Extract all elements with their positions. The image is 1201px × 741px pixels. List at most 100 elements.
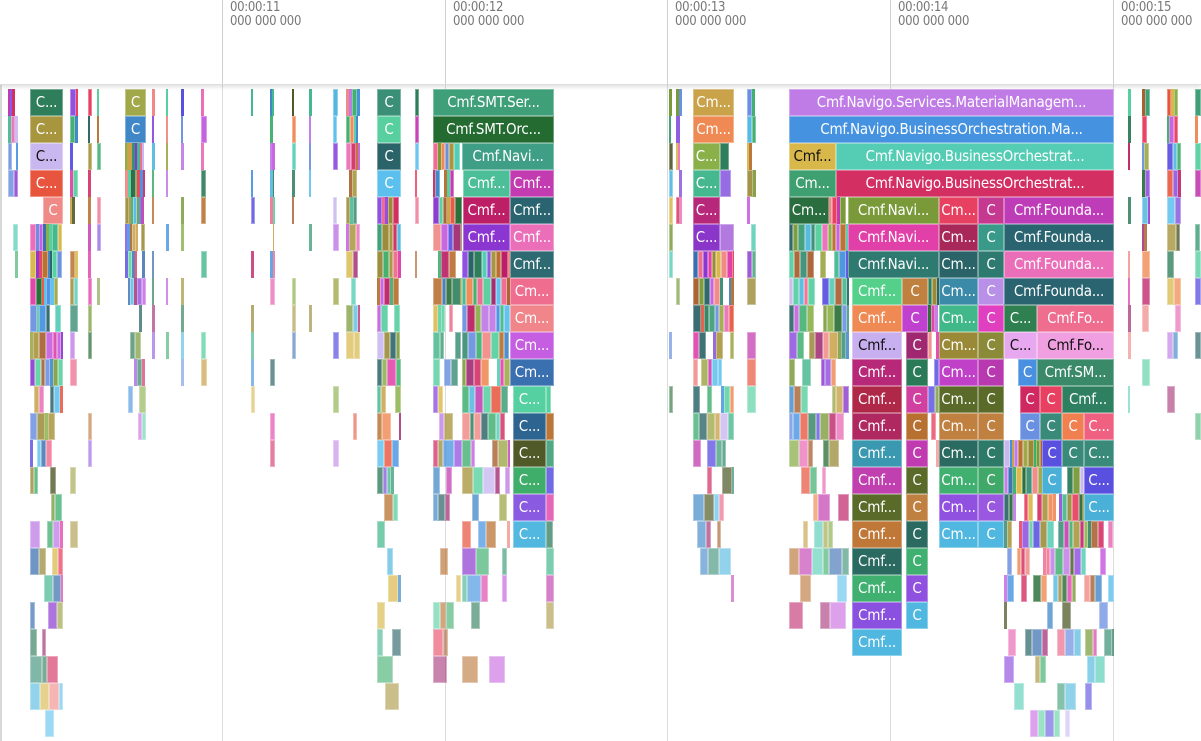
call-frame[interactable]: C [1040,386,1062,413]
call-frame[interactable] [44,575,53,602]
call-frame[interactable] [834,305,842,332]
call-frame[interactable] [57,332,61,359]
call-frame[interactable] [1095,575,1102,602]
call-frame[interactable] [40,683,49,710]
call-frame[interactable] [797,332,804,359]
call-frame[interactable] [88,251,91,278]
call-frame[interactable] [468,251,474,278]
call-frame[interactable] [132,251,135,278]
call-frame[interactable] [377,305,381,332]
call-frame[interactable] [807,305,814,332]
call-frame[interactable] [789,332,797,359]
call-frame[interactable] [70,359,77,386]
call-frame[interactable] [131,170,133,197]
call-frame[interactable] [70,305,78,332]
call-frame[interactable] [1174,116,1178,143]
call-frame[interactable] [135,170,137,197]
call-frame[interactable] [97,197,101,224]
call-frame[interactable] [333,440,339,467]
call-frame[interactable] [836,386,843,413]
call-frame[interactable] [70,332,75,359]
call-frame[interactable] [59,683,63,710]
call-frame[interactable] [356,116,358,143]
call-frame[interactable]: Cmf.SMT.Ser... [433,89,554,116]
call-frame[interactable]: C... [513,386,546,413]
call-frame[interactable] [669,197,673,224]
call-frame[interactable] [546,413,554,440]
call-frame[interactable]: Cmf.Navigo.BusinessOrchestrat... [836,143,1114,170]
call-frame[interactable] [712,251,716,278]
call-frame[interactable] [794,305,799,332]
call-frame[interactable] [713,332,716,359]
call-frame[interactable] [733,251,734,278]
call-frame[interactable]: C [902,278,928,305]
call-frame[interactable] [445,143,449,170]
call-frame[interactable]: C [1020,386,1040,413]
call-frame[interactable] [1142,197,1148,224]
call-frame[interactable]: Cmf.SMT.Orc... [433,116,554,143]
call-frame[interactable] [125,170,128,197]
call-frame[interactable] [693,494,704,521]
call-frame[interactable] [443,440,454,467]
call-frame[interactable] [747,89,752,116]
call-frame[interactable]: C [43,197,63,224]
call-frame[interactable] [842,305,847,332]
call-frame[interactable] [351,143,356,170]
call-frame[interactable] [731,575,734,602]
call-frame[interactable] [1195,413,1201,440]
call-frame[interactable] [433,602,440,629]
call-frame[interactable] [1025,629,1032,656]
call-frame[interactable] [1030,710,1038,737]
call-frame[interactable] [1013,467,1016,494]
call-frame[interactable]: Cmf... [852,440,902,467]
call-frame[interactable]: Cm... [939,305,978,332]
call-frame[interactable] [270,116,273,143]
call-frame[interactable] [699,332,706,359]
call-frame[interactable] [928,305,931,332]
call-frame[interactable] [931,305,935,332]
call-frame[interactable] [805,224,811,251]
call-frame[interactable] [708,359,712,386]
call-frame[interactable] [823,332,829,359]
call-frame[interactable] [251,359,254,386]
call-frame[interactable] [836,413,844,440]
call-frame[interactable] [88,332,92,359]
call-frame[interactable] [292,89,294,116]
call-frame[interactable] [1019,521,1022,548]
call-frame[interactable] [829,548,842,575]
call-frame[interactable]: Cmf... [463,224,510,251]
call-frame[interactable] [676,278,680,305]
call-frame[interactable] [97,89,99,116]
call-frame[interactable] [841,332,846,359]
call-frame[interactable] [251,251,254,278]
call-frame[interactable] [292,278,296,305]
call-frame[interactable] [462,467,473,494]
call-frame[interactable] [1041,575,1047,602]
call-frame[interactable] [501,251,508,278]
call-frame[interactable]: C [1020,413,1040,440]
call-frame[interactable] [1128,278,1130,305]
call-frame[interactable] [37,305,39,332]
call-frame[interactable] [8,170,14,197]
call-frame[interactable] [810,467,817,494]
call-frame[interactable] [500,413,505,440]
call-frame[interactable] [838,494,849,521]
call-frame[interactable] [747,116,752,143]
call-frame[interactable] [137,143,140,170]
call-frame[interactable] [446,602,454,629]
call-frame[interactable] [333,386,339,413]
call-frame[interactable] [30,278,36,305]
call-frame[interactable] [46,305,50,332]
call-frame[interactable] [1142,170,1145,197]
call-frame[interactable] [60,521,63,548]
call-frame[interactable] [1177,143,1181,170]
call-frame[interactable] [808,413,816,440]
call-frame[interactable] [714,494,719,521]
call-frame[interactable] [483,278,491,305]
call-frame[interactable] [704,305,709,332]
call-frame[interactable] [846,224,849,251]
call-frame[interactable]: C... [513,413,546,440]
call-frame[interactable] [52,251,57,278]
call-frame[interactable] [251,386,255,413]
call-frame[interactable] [52,548,58,575]
